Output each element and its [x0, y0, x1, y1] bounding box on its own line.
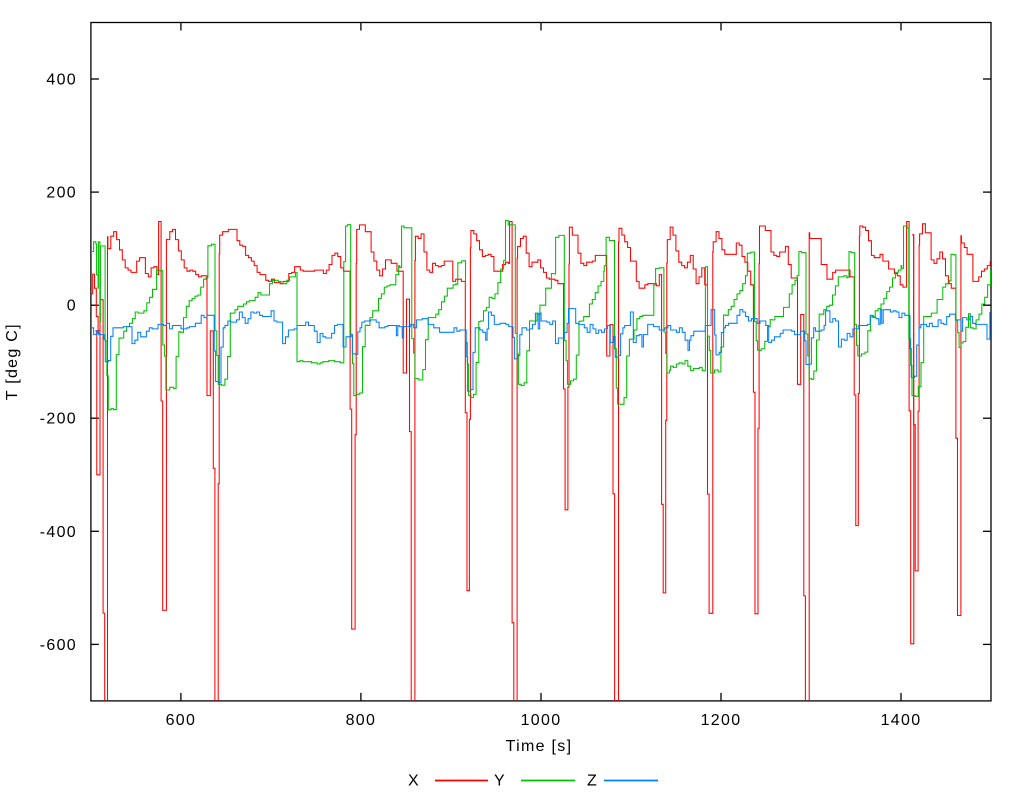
svg-text:-400: -400 [40, 524, 77, 541]
svg-text:1000: 1000 [521, 712, 562, 729]
svg-text:1400: 1400 [881, 712, 922, 729]
svg-text:T [deg C]: T [deg C] [4, 323, 21, 400]
svg-text:400: 400 [46, 72, 77, 89]
svg-text:Time [s]: Time [s] [506, 738, 573, 755]
svg-text:200: 200 [46, 185, 77, 202]
svg-text:0: 0 [67, 298, 77, 315]
svg-text:800: 800 [346, 712, 377, 729]
svg-text:-200: -200 [40, 411, 77, 428]
svg-text:1200: 1200 [701, 712, 742, 729]
svg-text:Y: Y [494, 773, 506, 790]
svg-text:X: X [408, 773, 420, 790]
svg-text:Z: Z [587, 773, 598, 790]
svg-text:-600: -600 [40, 637, 77, 654]
svg-text:600: 600 [166, 712, 197, 729]
